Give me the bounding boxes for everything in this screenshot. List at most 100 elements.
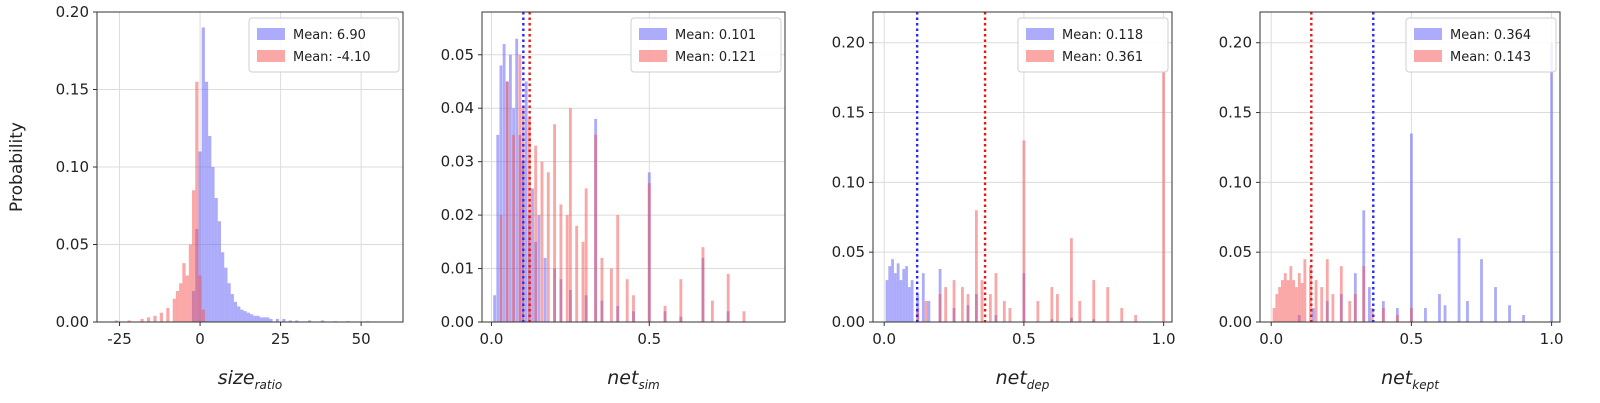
histogram-bar: [204, 81, 209, 322]
legend: Mean: 0.364 Mean: 0.143: [1405, 17, 1557, 73]
histogram-bar: [211, 167, 215, 322]
histogram-bar: [980, 280, 984, 322]
histogram-bar: [295, 320, 299, 322]
legend-swatch-blue: [1026, 28, 1054, 40]
histogram-bar: [1438, 294, 1441, 322]
legend: Mean: 0.101 Mean: 0.121: [630, 17, 782, 73]
x-tick-label: 0.5: [1012, 330, 1036, 348]
histogram-bar: [1300, 282, 1304, 322]
histogram-bar: [201, 27, 205, 322]
histogram-bar: [924, 301, 928, 322]
histogram-bar: [961, 287, 964, 322]
x-tick-label: 0: [195, 330, 205, 348]
x-tick-label: 0.0: [1259, 330, 1283, 348]
legend-swatch-red: [639, 50, 667, 62]
histogram-bar: [534, 145, 538, 322]
histogram-bar: [179, 283, 183, 322]
histogram-bar: [910, 280, 914, 322]
panel-2: 0.00 0.01 0.02 0.03 0.04 0.05 0.0 0.5 netsim Mean…: [441, 11, 786, 392]
histogram-bar: [1303, 259, 1307, 322]
y-tick-label: 0.02: [441, 206, 474, 224]
histogram-bar: [1297, 273, 1301, 322]
histogram-bar: [885, 280, 889, 322]
histogram-bar: [166, 308, 170, 322]
histogram-bar: [710, 300, 714, 322]
histogram-bar: [553, 124, 557, 322]
histogram-bar: [581, 241, 585, 322]
histogram-bar: [600, 257, 604, 322]
histogram-bar: [1325, 259, 1329, 322]
histogram-bar: [195, 81, 199, 322]
series-blue: [192, 27, 389, 322]
x-axis-label: netdep: [996, 367, 1050, 392]
histogram-bar: [282, 318, 286, 322]
series-red: [916, 70, 1166, 322]
histogram-bar: [1022, 140, 1026, 322]
histogram-bar: [140, 318, 144, 322]
histogram-bar: [1092, 280, 1096, 322]
legend-box: [248, 17, 400, 73]
histogram-bar: [508, 54, 512, 323]
histogram-bar: [568, 108, 572, 322]
histogram-bar: [944, 287, 948, 322]
histogram-bar: [230, 294, 234, 322]
histogram-bar: [726, 273, 730, 322]
histogram-bar: [1106, 287, 1110, 322]
series-red: [1272, 259, 1413, 322]
histogram-bar: [1002, 301, 1006, 322]
histogram-bar: [320, 320, 325, 322]
y-tick-label: 0.05: [832, 243, 865, 261]
histogram-bar: [217, 221, 222, 322]
histogram-bar: [259, 317, 263, 322]
histogram-bar: [616, 215, 620, 322]
histogram-bar: [1320, 287, 1324, 322]
legend-swatch-red: [1026, 50, 1054, 62]
y-tick-label: 0.15: [832, 104, 865, 122]
histogram-bar: [584, 188, 588, 322]
x-tick-label: 0.5: [637, 330, 661, 348]
panel-4: 0.00 0.05 0.10 0.15 0.20 0.0 0.5 1.0 netkept Mean…: [1219, 11, 1564, 392]
histogram-bar: [1008, 308, 1012, 322]
histogram-bar: [499, 215, 503, 322]
y-tick-label: 0.15: [1219, 104, 1252, 122]
histogram-bar: [496, 134, 500, 322]
y-tick-label: 0.10: [1219, 173, 1252, 191]
y-axis-label: Probability: [7, 122, 27, 212]
histogram-bar: [974, 210, 978, 322]
y-tick-label: 0.05: [1219, 243, 1252, 261]
histogram-bar: [679, 279, 683, 322]
histogram-bar: [1314, 280, 1318, 322]
y-tick-label: 0.15: [56, 81, 89, 99]
legend-swatch-red: [257, 50, 285, 62]
histogram-bar: [524, 81, 528, 322]
histogram-bar: [502, 44, 506, 322]
x-tick-label: 0.0: [480, 330, 504, 348]
histogram-bar: [1410, 133, 1413, 322]
histogram-bar: [1367, 287, 1371, 322]
x-tick-label: 0.5: [1399, 330, 1423, 348]
y-tick-label: 0.00: [1219, 313, 1252, 331]
y-tick-label: 0.20: [1219, 34, 1252, 52]
histogram-bar: [518, 54, 522, 323]
histogram-bar: [543, 257, 547, 322]
x-tick-label: 50: [352, 330, 371, 348]
histogram-bar: [499, 65, 503, 322]
histogram-bar: [888, 266, 892, 322]
histogram-bar: [269, 318, 273, 322]
histogram-bar: [1522, 315, 1525, 322]
histogram-bar: [201, 309, 205, 322]
histogram-bar: [153, 315, 157, 322]
histogram-bar: [1050, 287, 1054, 322]
histogram-bar: [701, 247, 705, 322]
legend-label: Mean: 0.118: [1062, 28, 1143, 43]
histogram-bar: [647, 183, 651, 322]
histogram-bar: [505, 81, 509, 322]
histogram-bar: [224, 267, 228, 322]
histogram-bar: [208, 136, 212, 322]
histogram-bar: [1272, 308, 1276, 322]
y-tick-label: 0.10: [56, 158, 89, 176]
histogram-bar: [632, 295, 635, 322]
histogram-bar: [307, 320, 312, 322]
histogram-bar: [1410, 308, 1413, 322]
